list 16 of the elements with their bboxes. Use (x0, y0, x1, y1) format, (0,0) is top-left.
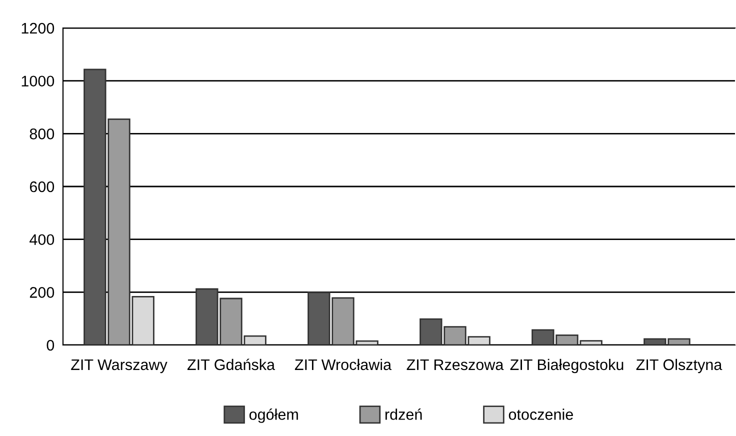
y-tick-label: 1200 (22, 22, 54, 34)
x-tick-label: ZIT Wrocławia (294, 358, 392, 370)
y-tick-label: 800 (30, 128, 54, 140)
legend-label: otoczenie (508, 408, 573, 420)
x-tick-label: ZIT Gdańska (187, 358, 276, 370)
legend-label: ogółem (249, 408, 298, 423)
x-tick-label: ZIT Rzeszowa (406, 359, 504, 370)
x-tick-label: ZIT Białegostoku (510, 358, 624, 374)
y-tick-label: 600 (30, 181, 54, 192)
y-tick-label: 0 (46, 340, 54, 351)
y-tick-label: 1000 (22, 76, 54, 87)
x-tick-label: ZIT Olsztyna (636, 358, 722, 374)
x-tick-label: ZIT Warszawy (71, 359, 168, 374)
y-tick-label: 400 (30, 234, 54, 246)
y-tick-label: 200 (30, 287, 54, 298)
legend-label: rdzeń (385, 408, 422, 420)
